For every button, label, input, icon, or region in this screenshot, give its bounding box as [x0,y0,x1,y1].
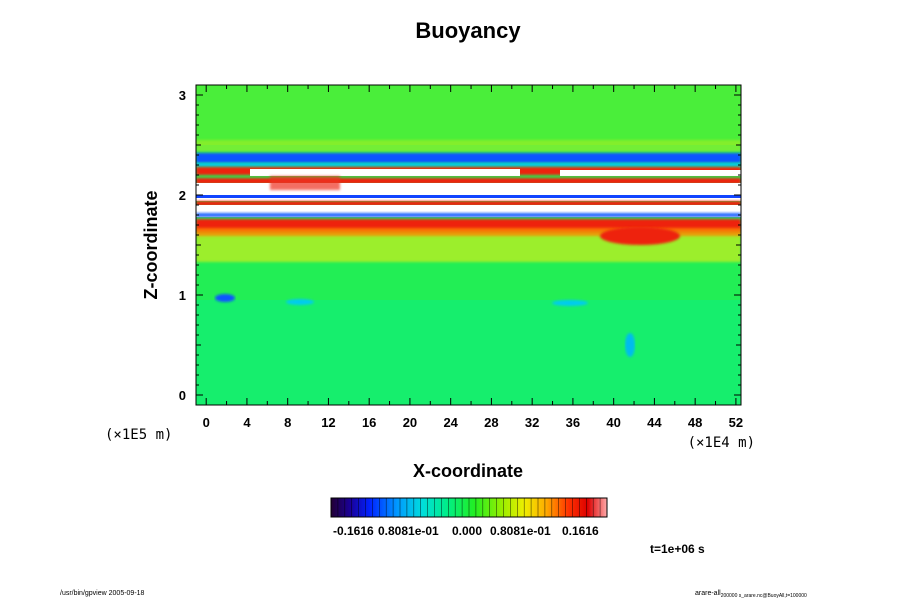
y-tick-label: 0 [179,388,186,403]
x-tick-label: 20 [403,415,417,430]
colorbar-label-4: 0.1616 [562,524,599,538]
orange-band-main [196,228,741,236]
y-tick-label: 2 [179,188,186,203]
red-mottle-left [270,176,340,190]
x-tick-label: 32 [525,415,539,430]
x-tick-label: 52 [729,415,743,430]
red-band-mid [196,178,741,184]
heatmap-field [196,85,741,405]
y-axis-ticks: 0 1 2 3 [179,88,741,403]
lower-green-region [196,300,741,405]
colorbar-ticks [337,498,601,517]
y-tick-label: 3 [179,88,186,103]
x-tick-label: 36 [566,415,580,430]
white-core-upper-right [560,170,741,176]
y-tick-label: 1 [179,288,186,303]
x-tick-label: 44 [647,415,662,430]
x-tick-label: 16 [362,415,376,430]
x-tick-label: 8 [284,415,291,430]
colorbar-label-2: 0.000 [452,524,482,538]
blue-streak-mid [196,195,741,198]
colorbar-tick-labels: -0.1616 0.8081e-01 0.000 0.8081e-01 0.16… [333,524,599,538]
colorbar-label-0: -0.1616 [333,524,374,538]
x-scale-label: (×1E4 m) [688,435,755,451]
red-band-lower [196,201,741,206]
colorbar-label-3: 0.8081e-01 [490,524,551,538]
footer-right-sub: 200000 s_arare.nc@BuoyAll,t=100000 [721,593,807,599]
y-axis-title: Z-coordinate [141,190,161,299]
cyan-patch-mid [286,299,314,305]
cyan-patch-right [552,300,588,306]
upper-light-band [196,140,741,152]
upper-green-region [196,85,741,145]
x-tick-label: 48 [688,415,702,430]
x-axis-ticks: 0 4 8 12 16 20 24 28 32 36 40 44 48 52 [203,85,743,430]
x-tick-label: 4 [243,415,251,430]
colorbar-label-1: 0.8081e-01 [378,524,439,538]
x-tick-label: 0 [203,415,210,430]
footer-right: arare-all200000 s_arare.nc@BuoyAll,t=100… [695,590,807,599]
x-axis-title: X-coordinate [413,461,523,481]
footer-left: /usr/bin/gpview 2005-09-18 [60,590,145,597]
chart-title: Buoyancy [415,18,521,43]
x-tick-label: 28 [484,415,498,430]
x-tick-label: 24 [443,415,458,430]
x-tick-label: 12 [321,415,335,430]
cyan-patch-bottom [625,333,635,357]
white-core-upper [250,169,520,176]
blue-streak-top [196,153,741,163]
y-scale-label: (×1E5 m) [105,427,172,443]
blue-streak-lower [196,213,741,217]
cyan-streak-top [196,163,741,167]
x-tick-label: 40 [606,415,620,430]
footer-right-main: arare-all [695,590,721,597]
time-annotation: t=1e+06 s [650,542,705,556]
red-blob-right [600,227,680,245]
blue-patch-left [215,294,235,302]
colorbar [330,497,608,518]
